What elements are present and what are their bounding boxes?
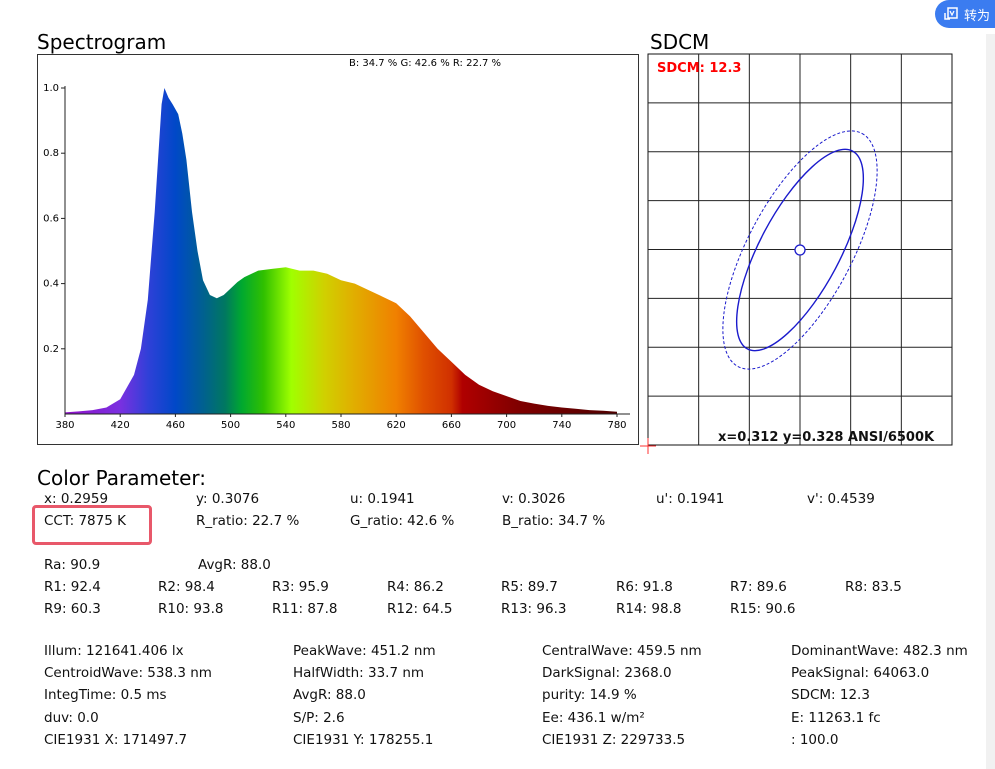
x-tick-label: 700 [497, 420, 516, 431]
detail-value: E: 11263.1 fc [791, 709, 881, 726]
detail-value: CentroidWave: 538.3 nm [44, 665, 212, 682]
detail-value: CIE1931 X: 171497.7 [44, 731, 188, 748]
cri-value: R2: 98.4 [158, 579, 215, 595]
param-value: y: 0.3076 [196, 491, 260, 507]
y-tick-label: 0.6 [43, 213, 59, 224]
scrollbar[interactable] [986, 34, 995, 769]
param-value: u: 0.1941 [350, 491, 415, 507]
detail-value: DarkSignal: 2368.0 [542, 665, 672, 682]
x-tick-label: 460 [166, 420, 185, 431]
cri-value: R12: 64.5 [387, 601, 453, 617]
y-tick-label: 0.8 [43, 148, 59, 159]
y-tick-label: 1.0 [43, 83, 59, 94]
param-value: AvgR: 88.0 [198, 557, 271, 573]
detail-value: CIE1931 Z: 229733.5 [542, 731, 686, 748]
spectrogram-frame [37, 54, 639, 445]
x-tick-label: 620 [387, 420, 406, 431]
x-tick-label: 420 [111, 420, 130, 431]
spectrogram-chart: 380 420 460 500 540 580 620 660 700 740 780 0.2 0.4 0… [43, 58, 630, 431]
rgb-ratio-header: B: 34.7 % G: 42.6 % R: 22.7 % [349, 58, 501, 69]
param-value: G_ratio: 42.6 % [350, 513, 455, 529]
detail-value: Illum: 121641.406 lx [44, 643, 184, 659]
document-convert-icon [944, 7, 958, 20]
color-parameter-title: Color Parameter: [37, 466, 207, 490]
cri-value: R3: 95.9 [272, 579, 329, 595]
detail-value: HalfWidth: 33.7 nm [293, 665, 425, 682]
x-tick-label: 740 [552, 420, 571, 431]
crosshair-cursor [640, 438, 656, 454]
detail-value: duv: 0.0 [44, 709, 99, 726]
sdcm-inner-ellipse [735, 148, 865, 352]
detail-value: purity: 14.9 % [542, 687, 637, 704]
sdcm-outer-ellipse [722, 130, 878, 370]
cct-highlight-box [32, 505, 152, 545]
chromaticity-point [794, 244, 806, 256]
param-value: u': 0.1941 [656, 491, 725, 507]
detail-value: Ee: 436.1 w/m² [542, 709, 645, 726]
cri-value: R15: 90.6 [730, 601, 796, 617]
x-tick-label: 780 [607, 420, 626, 431]
x-tick-label: 660 [442, 420, 461, 431]
param-value: R_ratio: 22.7 % [196, 513, 300, 529]
detail-value: PeakSignal: 64063.0 [791, 665, 930, 682]
x-tick-label: 580 [331, 420, 350, 431]
cri-value: R11: 87.8 [272, 601, 338, 617]
sdcm-value-label: SDCM: 12.3 [657, 61, 741, 76]
cri-value: R7: 89.6 [730, 579, 787, 595]
detail-value: PeakWave: 451.2 nm [293, 643, 436, 659]
cri-value: R13: 96.3 [501, 601, 567, 617]
detail-value: S/P: 2.6 [293, 709, 345, 726]
convert-button[interactable]: 转为 [935, 0, 995, 28]
cri-value: R1: 92.4 [44, 579, 101, 595]
cct-value: CCT: 7875 K [44, 513, 126, 529]
detail-value: CentralWave: 459.5 nm [542, 643, 702, 659]
param-value: v': 0.4539 [807, 491, 875, 507]
convert-label: 转为 [964, 8, 991, 24]
x-tick-label: 380 [55, 420, 74, 431]
cri-value: R14: 98.8 [616, 601, 682, 617]
detail-value: AvgR: 88.0 [293, 687, 366, 704]
sdcm-title: SDCM [650, 30, 710, 54]
detail-value: DominantWave: 482.3 nm [791, 643, 968, 659]
cri-value: R10: 93.8 [158, 601, 224, 617]
sdcm-reference-label: x=0.312 y=0.328 ANSI/6500K [718, 430, 935, 445]
detail-value: CIE1931 Y: 178255.1 [293, 731, 434, 748]
param-value: v: 0.3026 [502, 491, 566, 507]
cri-value: R4: 86.2 [387, 579, 444, 595]
y-tick-label: 0.4 [43, 279, 59, 290]
param-value: x: 0.2959 [44, 491, 109, 507]
spectrogram-title: Spectrogram [37, 30, 167, 54]
detail-value: : 100.0 [791, 731, 839, 748]
detail-value: SDCM: 12.3 [791, 687, 870, 704]
y-tick-label: 0.2 [43, 344, 59, 355]
param-value: Ra: 90.9 [44, 557, 101, 573]
cri-value: R9: 60.3 [44, 601, 101, 617]
param-value: B_ratio: 34.7 % [502, 513, 606, 529]
cri-value: R6: 91.8 [616, 579, 673, 595]
spectrum-area [65, 88, 617, 414]
x-tick-label: 500 [221, 420, 240, 431]
detail-value: IntegTime: 0.5 ms [44, 687, 167, 704]
cri-value: R5: 89.7 [501, 579, 558, 595]
cri-value: R8: 83.5 [845, 579, 902, 595]
x-tick-label: 540 [276, 420, 295, 431]
sdcm-chart: SDCM: 12.3 x=0.312 y=0.328 ANSI/6500K [640, 53, 953, 454]
